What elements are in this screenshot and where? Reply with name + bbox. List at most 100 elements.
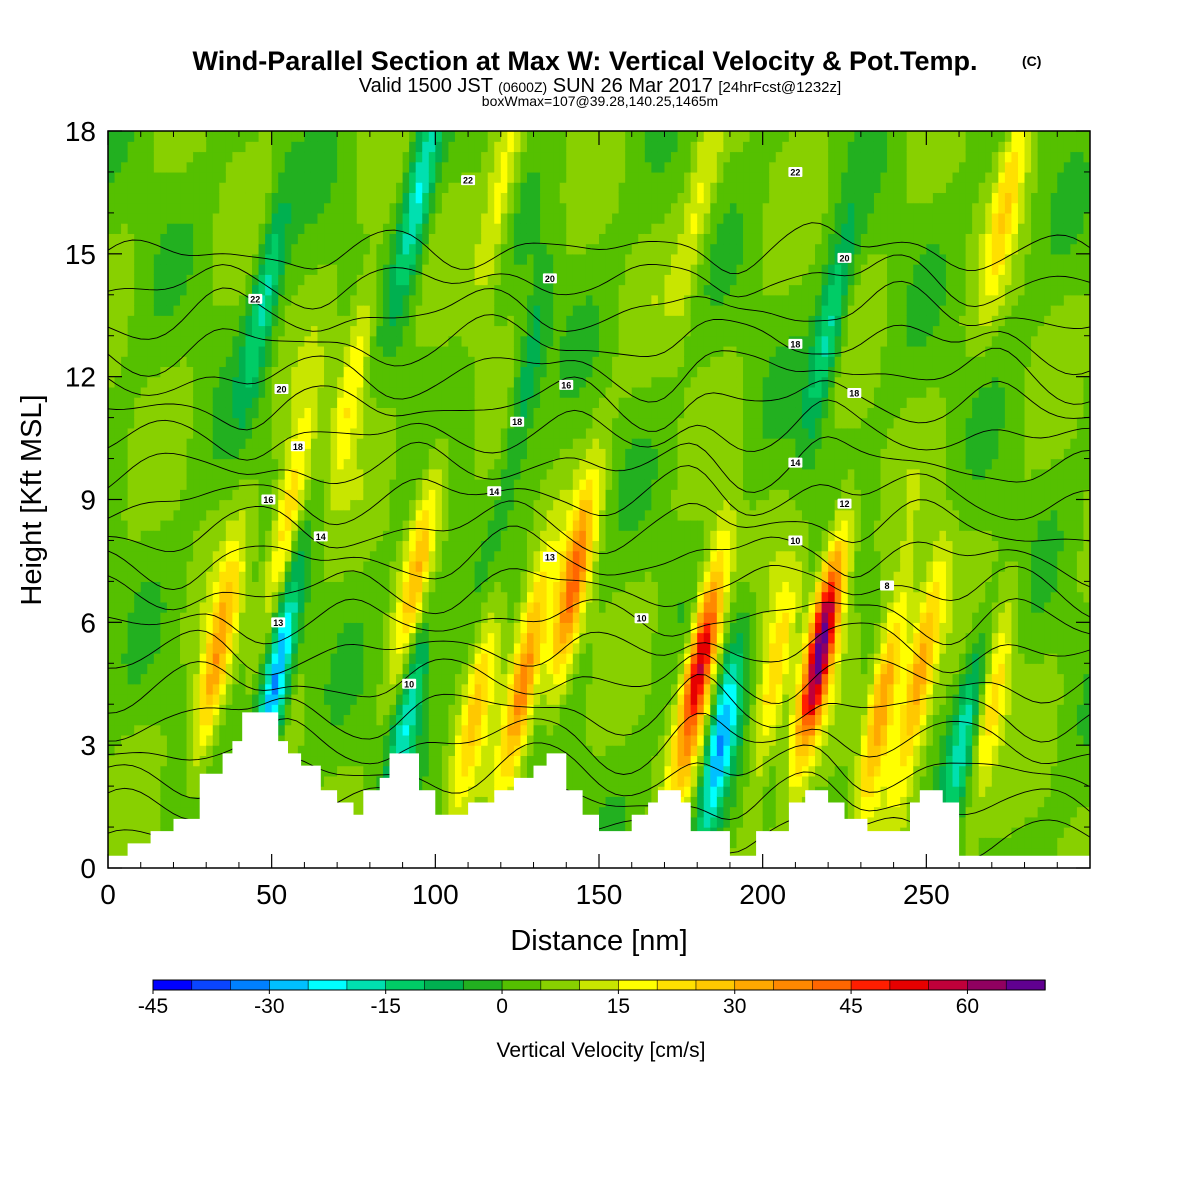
- velocity-cell: [258, 284, 266, 296]
- velocity-cell: [134, 202, 142, 214]
- velocity-cell: [153, 796, 161, 808]
- velocity-cell: [147, 171, 155, 183]
- velocity-cell: [481, 755, 489, 767]
- velocity-cell: [500, 376, 508, 388]
- velocity-cell: [343, 591, 351, 603]
- velocity-cell: [389, 591, 397, 603]
- velocity-cell: [546, 386, 554, 398]
- velocity-cell: [396, 192, 404, 204]
- velocity-cell: [428, 581, 436, 593]
- velocity-cell: [147, 335, 155, 347]
- velocity-cell: [507, 397, 515, 408]
- velocity-cell: [121, 775, 129, 787]
- velocity-cell: [180, 458, 188, 470]
- velocity-cell: [396, 622, 404, 634]
- velocity-cell: [114, 141, 122, 153]
- velocity-cell: [258, 345, 266, 357]
- velocity-cell: [350, 438, 358, 449]
- velocity-cell: [160, 131, 168, 142]
- velocity-cell: [343, 325, 351, 337]
- velocity-cell: [225, 161, 233, 173]
- velocity-cell: [461, 253, 469, 265]
- velocity-cell: [291, 591, 299, 603]
- velocity-cell: [173, 489, 181, 501]
- velocity-cell: [533, 745, 541, 757]
- velocity-cell: [304, 489, 312, 501]
- velocity-cell: [513, 141, 522, 153]
- velocity-cell: [526, 489, 535, 501]
- velocity-cell: [245, 581, 253, 593]
- velocity-cell: [330, 243, 338, 255]
- velocity-cell: [180, 151, 188, 163]
- velocity-cell: [533, 591, 541, 603]
- velocity-cell: [219, 745, 227, 757]
- velocity-cell: [297, 612, 305, 623]
- velocity-cell: [330, 601, 338, 613]
- velocity-cell: [350, 765, 358, 777]
- velocity-cell: [310, 734, 319, 746]
- velocity-cell: [271, 274, 279, 286]
- velocity-cell: [186, 714, 194, 726]
- velocity-cell: [160, 356, 168, 368]
- velocity-cell: [258, 223, 266, 234]
- velocity-cell: [546, 591, 554, 603]
- velocity-cell: [422, 366, 430, 378]
- velocity-cell: [350, 550, 358, 562]
- velocity-cell: [278, 550, 286, 562]
- velocity-cell: [160, 796, 168, 808]
- velocity-cell: [199, 745, 207, 757]
- velocity-cell: [363, 673, 371, 685]
- velocity-cell: [448, 632, 456, 644]
- velocity-cell: [448, 755, 456, 767]
- velocity-cell: [238, 335, 247, 347]
- velocity-cell: [193, 499, 201, 511]
- velocity-cell: [553, 417, 561, 429]
- velocity-cell: [291, 417, 299, 429]
- velocity-cell: [441, 540, 450, 552]
- velocity-cell: [330, 714, 338, 726]
- velocity-cell: [258, 417, 266, 429]
- velocity-cell: [140, 253, 148, 265]
- velocity-cell: [284, 141, 292, 153]
- velocity-cell: [389, 622, 397, 634]
- velocity-cell: [435, 724, 443, 736]
- velocity-cell: [468, 734, 476, 746]
- velocity-cell: [500, 253, 508, 265]
- velocity-cell: [396, 294, 404, 306]
- velocity-cell: [454, 683, 463, 695]
- velocity-cell: [474, 745, 482, 757]
- velocity-cell: [121, 376, 129, 388]
- velocity-cell: [193, 734, 201, 746]
- velocity-cell: [382, 438, 391, 449]
- velocity-cell: [540, 151, 548, 163]
- velocity-cell: [232, 407, 240, 419]
- velocity-cell: [324, 284, 332, 296]
- velocity-cell: [304, 294, 312, 306]
- velocity-cell: [304, 212, 312, 224]
- velocity-cell: [219, 305, 227, 316]
- velocity-cell: [428, 386, 436, 398]
- velocity-cell: [553, 253, 561, 265]
- velocity-cell: [428, 182, 436, 194]
- velocity-cell: [520, 499, 528, 511]
- velocity-cell: [454, 550, 463, 562]
- velocity-cell: [402, 294, 410, 306]
- velocity-cell: [153, 653, 161, 664]
- velocity-cell: [500, 683, 508, 695]
- velocity-cell: [121, 755, 129, 767]
- velocity-cell: [114, 827, 122, 838]
- velocity-cell: [153, 745, 161, 757]
- velocity-cell: [134, 693, 142, 705]
- velocity-cell: [363, 704, 371, 716]
- velocity-cell: [553, 345, 561, 357]
- velocity-cell: [487, 274, 495, 286]
- velocity-cell: [389, 519, 397, 531]
- velocity-cell: [291, 458, 299, 470]
- velocity-cell: [252, 192, 260, 204]
- velocity-cell: [468, 745, 476, 757]
- velocity-cell: [468, 151, 476, 163]
- velocity-cell: [317, 264, 325, 275]
- velocity-cell: [284, 581, 292, 593]
- velocity-cell: [500, 571, 508, 582]
- velocity-cell: [225, 653, 233, 664]
